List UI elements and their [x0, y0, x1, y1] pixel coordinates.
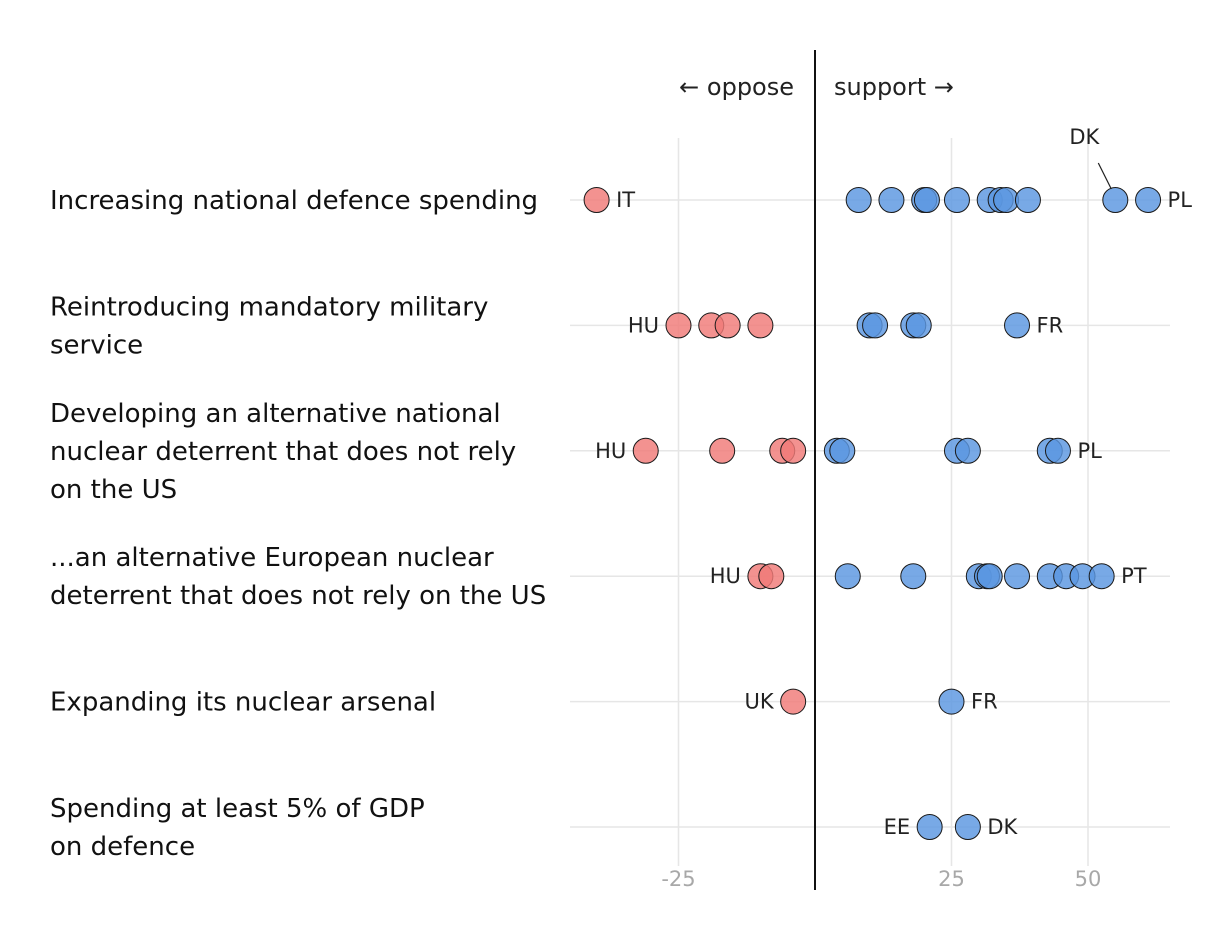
row-label: Spending at least 5% of GDP [50, 794, 425, 824]
point-label: IT [616, 188, 635, 212]
point-label: PL [1077, 439, 1102, 463]
support-point [943, 187, 970, 213]
support-point [845, 187, 872, 213]
support-point [905, 312, 932, 339]
row-label: Developing an alternative national [50, 399, 501, 429]
support-point [1014, 187, 1041, 213]
row-label: on defence [50, 832, 195, 862]
point-label: DK [1069, 125, 1100, 149]
support-point [1044, 437, 1071, 464]
point-label: HU [595, 439, 626, 463]
support-point [900, 563, 927, 590]
oppose-point [780, 688, 807, 715]
oppose-point [583, 187, 610, 213]
oppose-point [709, 437, 736, 464]
row-labels: Increasing national defence spending Rein… [50, 186, 546, 862]
point-label: FR [971, 690, 998, 714]
support-point [954, 437, 981, 464]
support-point [954, 814, 981, 840]
x-axis-ticks: -25 25 50 [661, 867, 1101, 891]
oppose-direction-label: ← oppose [679, 73, 794, 101]
support-point [976, 563, 1003, 590]
row-label: nuclear deterrent that does not rely [50, 437, 516, 467]
row-label: ...an alternative European nuclear [50, 543, 494, 573]
point-label: PL [1168, 188, 1193, 212]
support-direction-label: support → [834, 73, 954, 101]
support-point [1004, 563, 1031, 590]
point-label: EE [884, 815, 911, 839]
support-point [1004, 312, 1031, 339]
row-label: service [50, 330, 143, 360]
row-label: Reintroducing mandatory military [50, 292, 488, 322]
oppose-point [714, 312, 741, 339]
point-label: UK [745, 690, 775, 714]
label-leader-line [1097, 162, 1112, 190]
row-label: on the US [50, 475, 177, 505]
point-label: HU [628, 313, 659, 337]
row-label: deterrent that does not rely on the US [50, 581, 546, 611]
row-label: Expanding its nuclear arsenal [50, 688, 436, 718]
support-point [993, 187, 1020, 213]
oppose-point [758, 563, 785, 590]
point-label: FR [1037, 313, 1064, 337]
x-tick-label: -25 [661, 867, 695, 891]
support-point [938, 688, 965, 715]
oppose-point [747, 312, 774, 339]
point-label: PT [1121, 564, 1147, 588]
oppose-point [665, 312, 692, 339]
point-labels: IT DK PL HU FR HU PL HU PT UK FR EE DK [595, 125, 1192, 839]
data-points [583, 187, 1162, 840]
support-point [862, 312, 889, 339]
x-tick-label: 50 [1075, 867, 1102, 891]
support-point [1135, 187, 1162, 213]
gridlines [570, 138, 1170, 866]
support-point [916, 814, 943, 840]
support-point [878, 187, 905, 213]
oppose-point [780, 437, 807, 464]
support-point [1102, 187, 1129, 213]
support-point [1088, 563, 1115, 590]
support-point [913, 187, 940, 213]
point-label: DK [987, 815, 1018, 839]
x-tick-label: 25 [938, 867, 965, 891]
oppose-point [632, 437, 659, 464]
support-point [834, 563, 861, 590]
support-point [829, 437, 856, 464]
point-label: HU [710, 564, 741, 588]
row-label: Increasing national defence spending [50, 186, 538, 216]
